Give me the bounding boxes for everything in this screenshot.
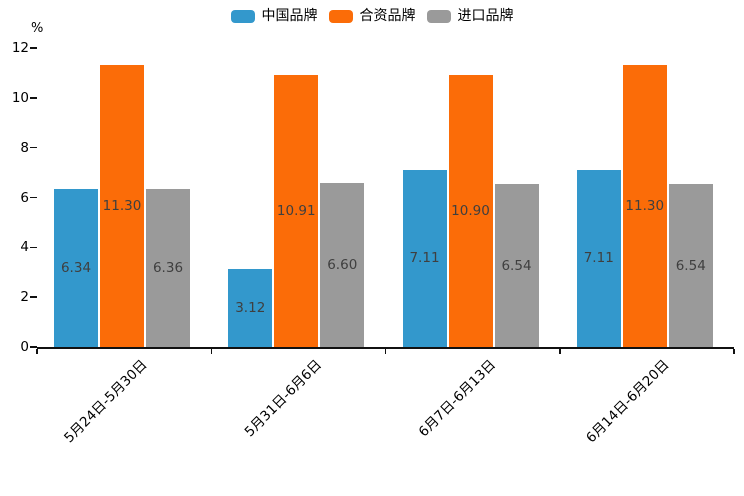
bar: 6.54	[494, 184, 539, 347]
bar-value-label: 10.91	[276, 203, 316, 220]
x-axis-tick	[384, 349, 387, 354]
legend-item-label: 合资品牌	[359, 8, 416, 24]
y-axis-tick-label: 6	[20, 189, 29, 206]
bar-value-label: 3.12	[235, 300, 266, 317]
y-axis-tick	[30, 296, 37, 298]
legend-item-label: 进口品牌	[457, 8, 514, 24]
bar-value-label: 6.60	[327, 256, 358, 273]
y-axis-tick-label: 2	[20, 289, 29, 306]
bar: 6.34	[54, 189, 98, 347]
bar: 11.30	[100, 65, 144, 347]
bar: 7.11	[402, 169, 447, 347]
bar-value-label: 6.54	[675, 257, 706, 274]
legend-swatch-icon	[426, 10, 451, 23]
bar-value-label: 6.36	[152, 259, 184, 276]
bar: 6.54	[668, 184, 713, 347]
x-axis-category-label: 6月14日-6月20日	[583, 356, 674, 447]
y-axis-tick	[30, 246, 37, 249]
legend-swatch-icon	[230, 10, 255, 23]
bar-value-label: 7.11	[583, 250, 614, 267]
x-axis-category-label: 5月24日-5月30日	[60, 356, 151, 447]
legend-item[interactable]: 中国品牌	[230, 8, 318, 24]
legend-item[interactable]: 合资品牌	[328, 8, 416, 24]
y-axis-unit-label: %	[31, 21, 44, 36]
legend-swatch-icon	[328, 10, 353, 23]
bar: 10.90	[448, 75, 493, 347]
legend: 中国品牌 合资品牌 进口品牌	[0, 9, 744, 24]
bar: 11.30	[622, 65, 667, 347]
bar-value-label: 6.34	[60, 260, 92, 277]
legend-item[interactable]: 进口品牌	[426, 8, 514, 24]
bar-value-label: 11.30	[102, 198, 142, 215]
y-axis-tick-label: 0	[20, 339, 29, 355]
legend-item-label: 中国品牌	[261, 8, 318, 24]
y-axis-tick	[30, 146, 37, 149]
plot-area: 0 2 4 6 8 10 12 6.34 3.12 7.11 7.11 11.30 10.91 10.90…	[12, 40, 735, 446]
x-axis-tick	[733, 349, 735, 354]
y-axis-tick	[30, 346, 37, 348]
bar: 3.12	[228, 269, 273, 347]
x-axis-tick	[559, 349, 561, 354]
y-axis-tick-label: 4	[20, 239, 29, 256]
x-axis-category-label: 5月31日-6月6日	[241, 356, 325, 441]
bar-value-label: 6.54	[501, 257, 532, 274]
y-axis-tick	[30, 97, 37, 99]
y-axis-tick-label: 8	[20, 139, 29, 156]
bar: 10.91	[274, 75, 319, 347]
x-axis-tick	[36, 349, 38, 354]
y-axis-tick-label: 10	[11, 89, 29, 106]
bar-value-label: 11.30	[625, 198, 665, 215]
bar: 6.60	[320, 182, 365, 347]
x-axis-tick	[210, 349, 212, 354]
y-axis-tick-label: 12	[11, 40, 29, 56]
y-axis-tick	[30, 47, 37, 49]
bar: 7.11	[576, 169, 621, 347]
x-axis-category-label: 6月7日-6月13日	[415, 356, 499, 441]
bar-value-label: 7.11	[409, 250, 440, 267]
bar: 6.36	[146, 188, 190, 347]
bar-value-label: 10.90	[451, 203, 490, 220]
y-axis-tick	[30, 196, 37, 199]
